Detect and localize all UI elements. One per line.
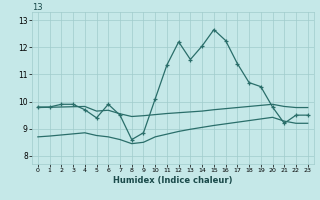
X-axis label: Humidex (Indice chaleur): Humidex (Indice chaleur) bbox=[113, 176, 233, 185]
Text: 13: 13 bbox=[32, 3, 43, 12]
